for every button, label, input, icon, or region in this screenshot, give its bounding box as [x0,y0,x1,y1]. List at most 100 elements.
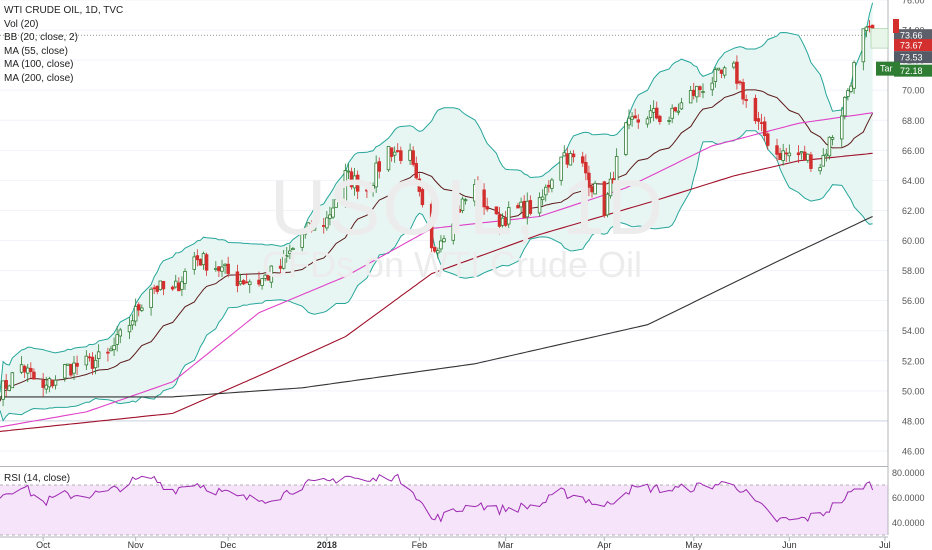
candle-body [627,117,631,126]
candle-body [494,206,499,215]
legend-vol[interactable]: Vol (20) [4,18,39,30]
legend-ma55[interactable]: MA (55, close) [4,45,68,57]
candle-body [223,263,227,266]
x-tick-label: Dec [220,540,237,550]
candle-body [667,120,671,122]
x-tick-label: Jul [879,540,891,550]
candle-body [787,152,792,157]
y-tick-label: 62.00 [902,206,925,216]
moving-averages [0,89,874,432]
candle-body [414,163,418,179]
candle-body [735,61,739,84]
legend: WTI CRUDE OIL, 1D, TVC Vol (20) BB (20, … [4,4,123,85]
candle-body [44,384,48,390]
candle-body [149,288,153,308]
candle-body [29,367,33,373]
rsi-tick-label: 80.0000 [892,468,925,478]
legend-symbol[interactable]: WTI CRUDE OIL, 1D, TVC [4,5,124,16]
candle-body [867,25,872,28]
candle-body [497,214,502,227]
candle-body [349,171,354,188]
candle-body [716,67,721,71]
candle-body [590,186,594,193]
candle-body [741,82,745,100]
candle-body [840,115,844,140]
candle-body [803,151,807,161]
candle-body [732,62,736,68]
candle-body [821,155,825,167]
candle-body [244,281,249,284]
candle-body [365,189,369,192]
y-tick-label: 50.00 [902,386,925,396]
candle-body [408,149,412,161]
candle-body [436,250,440,254]
price-axis[interactable]: 76.0074.0072.0070.0068.0066.0064.0062.00… [887,0,925,535]
candle-body [84,355,89,366]
y-tick-label: 68.00 [902,116,925,126]
legend-ma200[interactable]: MA (200, close) [4,72,74,84]
candle-body [47,378,52,388]
candle-body [701,91,705,93]
x-tick-label: Feb [412,540,428,550]
time-axis[interactable]: Oct Nov Dec 2018 Feb Mar Apr May Jun Jul [0,536,891,550]
candle-body [759,122,764,124]
candlesticks[interactable] [1,20,875,407]
legend-bb[interactable]: BB (20, close, 2) [4,32,78,43]
candle-body [368,188,372,191]
candle-body [852,62,856,89]
candle-body [399,150,403,161]
candle-body [106,351,110,354]
candle-body [306,222,311,232]
candle-body [525,200,529,218]
candle-body [624,122,628,155]
candle-body [90,356,95,369]
price-tag-label: 73.53 [900,53,923,63]
candle-body [217,266,221,272]
candle-body [719,69,724,74]
candle-body [312,222,317,231]
legend-ma100[interactable]: MA (100, close) [4,59,74,70]
candle-body [374,162,378,188]
candle-body [695,85,699,98]
candle-body [796,152,801,156]
rsi-pane[interactable]: 80.0000 60.0000 40.0000 [0,468,925,536]
candle-body [648,110,653,118]
candle-body [744,99,748,101]
candle-body [457,209,462,213]
candle-body [547,184,551,188]
candle-body [818,167,822,172]
candle-body [115,334,119,345]
candle-body [722,67,727,76]
candle-body [602,181,607,217]
candle-body [32,371,36,380]
rsi-legend[interactable]: RSI (14, close) [4,473,71,484]
alert-marker [893,19,899,33]
candle-body [328,214,332,219]
candle-body [482,189,486,208]
price-tag-label: 73.67 [900,41,923,51]
candle-body [19,364,24,373]
candle-body [738,81,742,84]
rsi-band-fill [0,485,888,535]
candle-body [537,197,542,214]
candle-body [658,115,662,123]
candle-body [439,240,443,250]
candle-body [587,172,591,188]
candle-body [63,364,67,379]
ma100-line [0,152,873,432]
candle-body [442,238,446,243]
rsi-tick-label: 40.0000 [892,518,925,528]
candle-body [485,206,489,210]
candle-body [479,190,483,197]
candle-body [226,263,230,274]
pane-divider[interactable] [0,466,888,467]
candle-body [559,156,563,181]
candle-body [799,151,804,154]
price-tag-label: 73.66 [900,31,923,41]
price-tag-bg [894,51,932,64]
candle-body [72,362,76,374]
candle-body [331,207,335,218]
candle-body [263,274,267,279]
candle-body [417,178,422,192]
